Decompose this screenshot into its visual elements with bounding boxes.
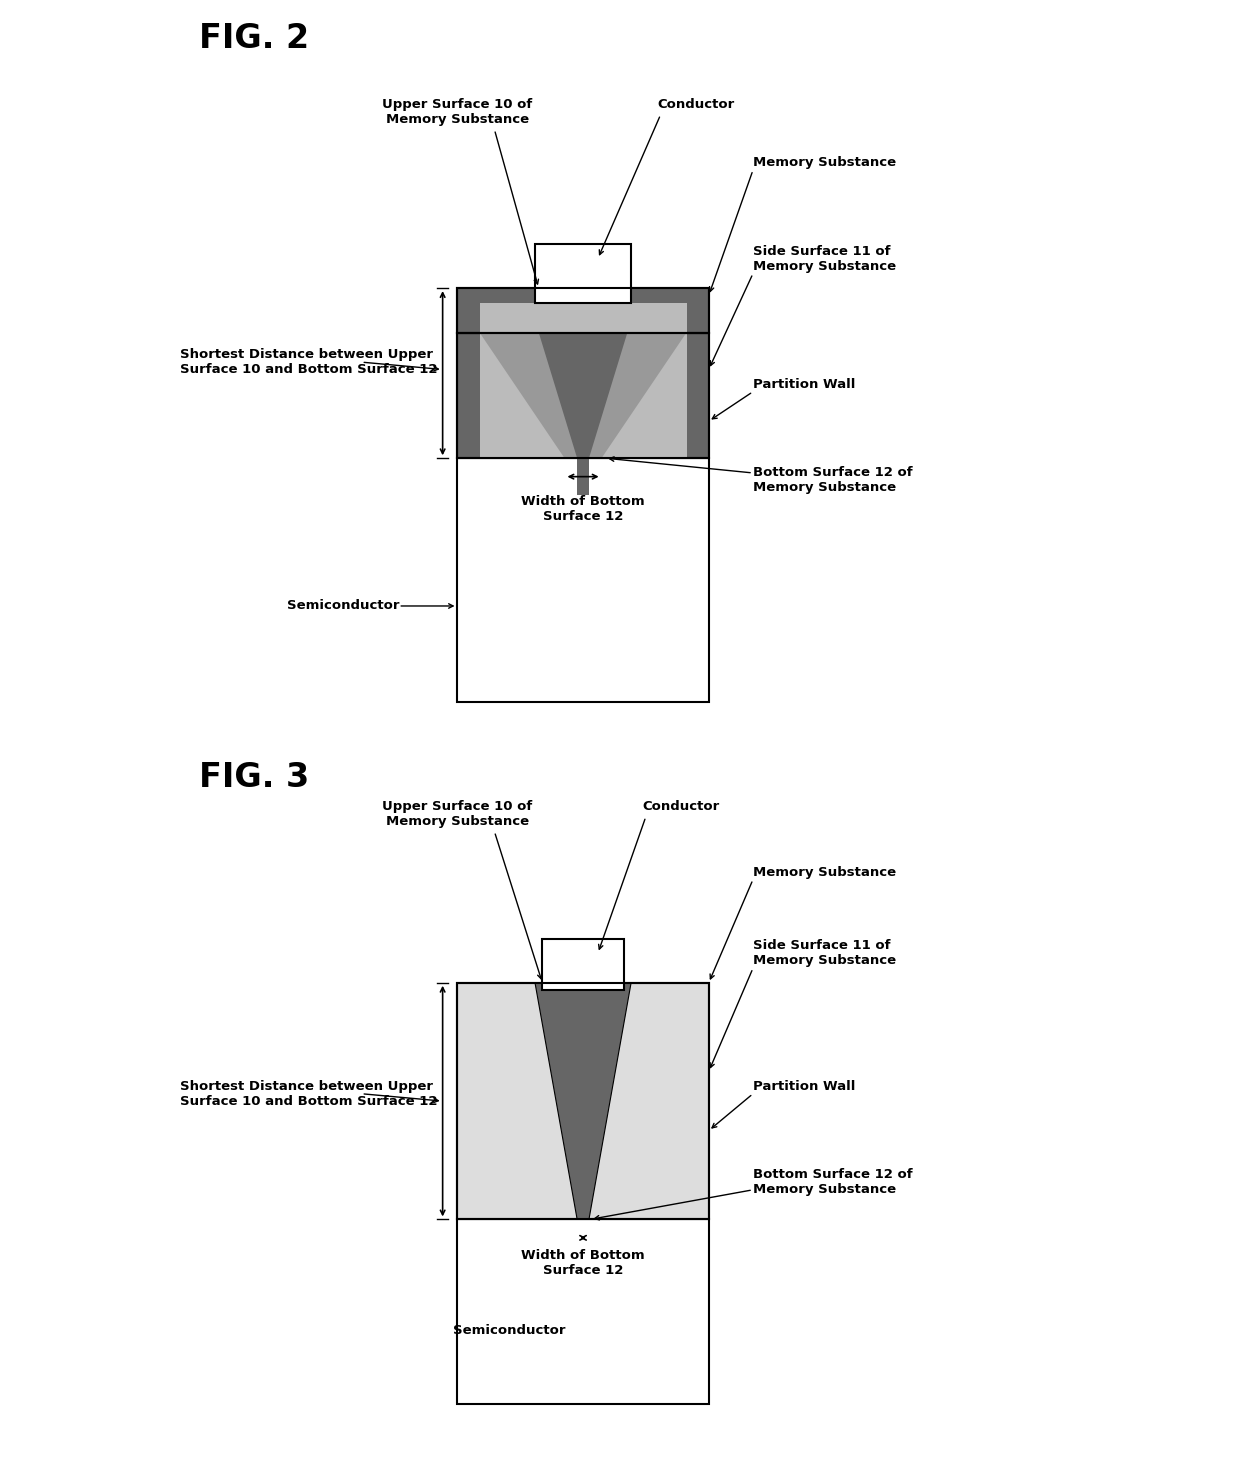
Bar: [458, 1219, 709, 1404]
Bar: [458, 288, 709, 333]
Text: Memory Substance: Memory Substance: [753, 866, 897, 878]
Text: Width of Bottom
Surface 12: Width of Bottom Surface 12: [521, 1249, 645, 1277]
Text: FIG. 2: FIG. 2: [198, 22, 309, 55]
Text: Partition Wall: Partition Wall: [753, 1080, 856, 1092]
Text: Bottom Surface 12 of
Memory Substance: Bottom Surface 12 of Memory Substance: [753, 1169, 913, 1196]
Text: Memory Substance: Memory Substance: [753, 157, 897, 168]
Polygon shape: [480, 333, 687, 458]
Bar: [458, 983, 709, 1219]
Bar: [534, 244, 631, 303]
Text: Side Surface 11 of
Memory Substance: Side Surface 11 of Memory Substance: [753, 245, 897, 272]
Bar: [480, 303, 687, 333]
Bar: [542, 939, 624, 990]
Text: Upper Surface 10 of
Memory Substance: Upper Surface 10 of Memory Substance: [382, 98, 532, 126]
Text: Shortest Distance between Upper
Surface 10 and Bottom Surface 12: Shortest Distance between Upper Surface …: [180, 349, 438, 375]
Text: Bottom Surface 12 of
Memory Substance: Bottom Surface 12 of Memory Substance: [753, 467, 913, 494]
Text: Side Surface 11 of
Memory Substance: Side Surface 11 of Memory Substance: [753, 940, 897, 967]
Text: Semiconductor: Semiconductor: [453, 1324, 565, 1336]
Bar: [577, 458, 589, 495]
Polygon shape: [534, 983, 631, 1219]
Text: Shortest Distance between Upper
Surface 10 and Bottom Surface 12: Shortest Distance between Upper Surface …: [180, 1080, 438, 1107]
Bar: [480, 333, 687, 458]
Polygon shape: [538, 333, 627, 458]
Text: Partition Wall: Partition Wall: [753, 378, 856, 390]
Bar: [458, 333, 709, 458]
Text: Semiconductor: Semiconductor: [288, 600, 401, 612]
Bar: [458, 983, 709, 1219]
Bar: [458, 288, 709, 333]
Bar: [458, 458, 709, 702]
Text: Conductor: Conductor: [657, 98, 734, 111]
Text: Upper Surface 10 of
Memory Substance: Upper Surface 10 of Memory Substance: [382, 800, 532, 828]
Text: Conductor: Conductor: [642, 800, 719, 813]
Text: FIG. 3: FIG. 3: [198, 761, 309, 794]
Bar: [458, 333, 709, 458]
Text: Width of Bottom
Surface 12: Width of Bottom Surface 12: [521, 495, 645, 523]
